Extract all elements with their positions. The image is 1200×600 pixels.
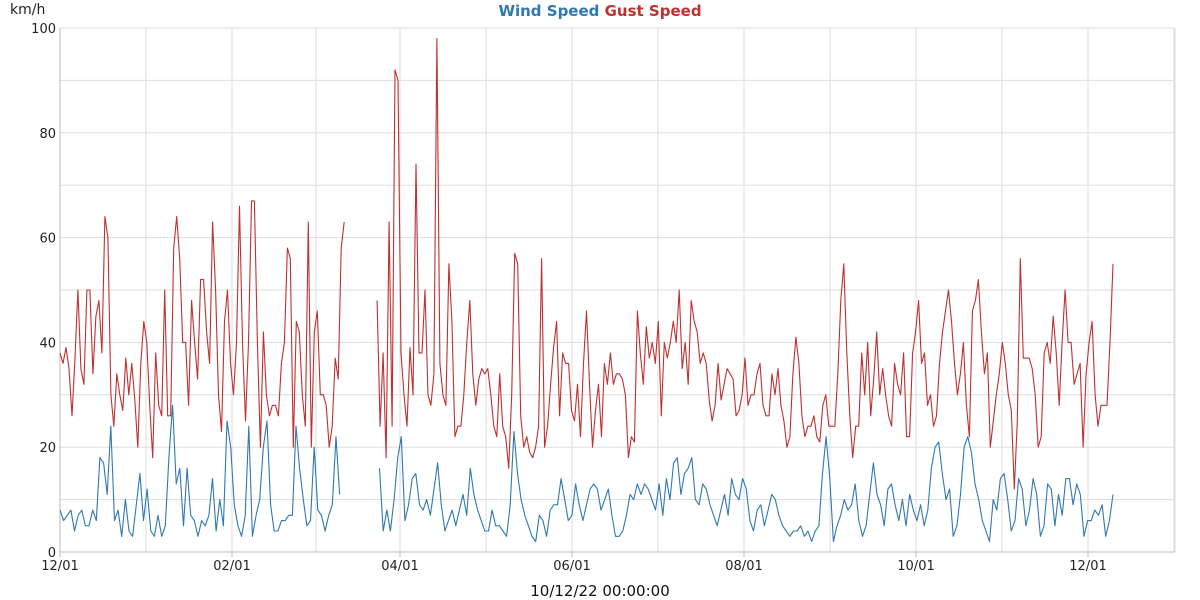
chart-title: Wind Speed Gust Speed bbox=[0, 2, 1200, 20]
x-axis-ticks: 12/01 02/01 04/01 06/01 08/01 10/01 12/01 bbox=[41, 552, 1107, 574]
current-time-label: 10/12/22 00:00:00 bbox=[530, 582, 670, 600]
y-tick-label: 60 bbox=[39, 232, 56, 247]
y-tick-label: 20 bbox=[39, 441, 56, 456]
grid-lines bbox=[59, 27, 1176, 553]
x-tick-label: 10/01 bbox=[897, 559, 934, 574]
x-tick-label: 12/01 bbox=[1069, 559, 1106, 574]
y-tick-label: 40 bbox=[39, 336, 56, 351]
x-tick-label: 06/01 bbox=[553, 559, 590, 574]
x-tick-label: 12/01 bbox=[41, 559, 78, 574]
y-axis-ticks: 0 20 40 60 80 100 bbox=[31, 22, 56, 561]
legend-wind-speed[interactable]: Wind Speed bbox=[498, 2, 600, 20]
wind-speed-line bbox=[59, 404, 1114, 543]
series-lines bbox=[59, 37, 1114, 543]
y-tick-label: 100 bbox=[31, 22, 56, 37]
legend-gust-speed[interactable]: Gust Speed bbox=[604, 2, 702, 20]
gust-speed-line bbox=[59, 37, 1114, 490]
y-axis-unit: km/h bbox=[10, 2, 46, 18]
y-tick-label: 0 bbox=[48, 546, 56, 561]
x-tick-label: 04/01 bbox=[381, 559, 418, 574]
y-tick-label: 80 bbox=[39, 127, 56, 142]
x-tick-label: 08/01 bbox=[725, 559, 762, 574]
x-tick-label: 02/01 bbox=[213, 559, 250, 574]
